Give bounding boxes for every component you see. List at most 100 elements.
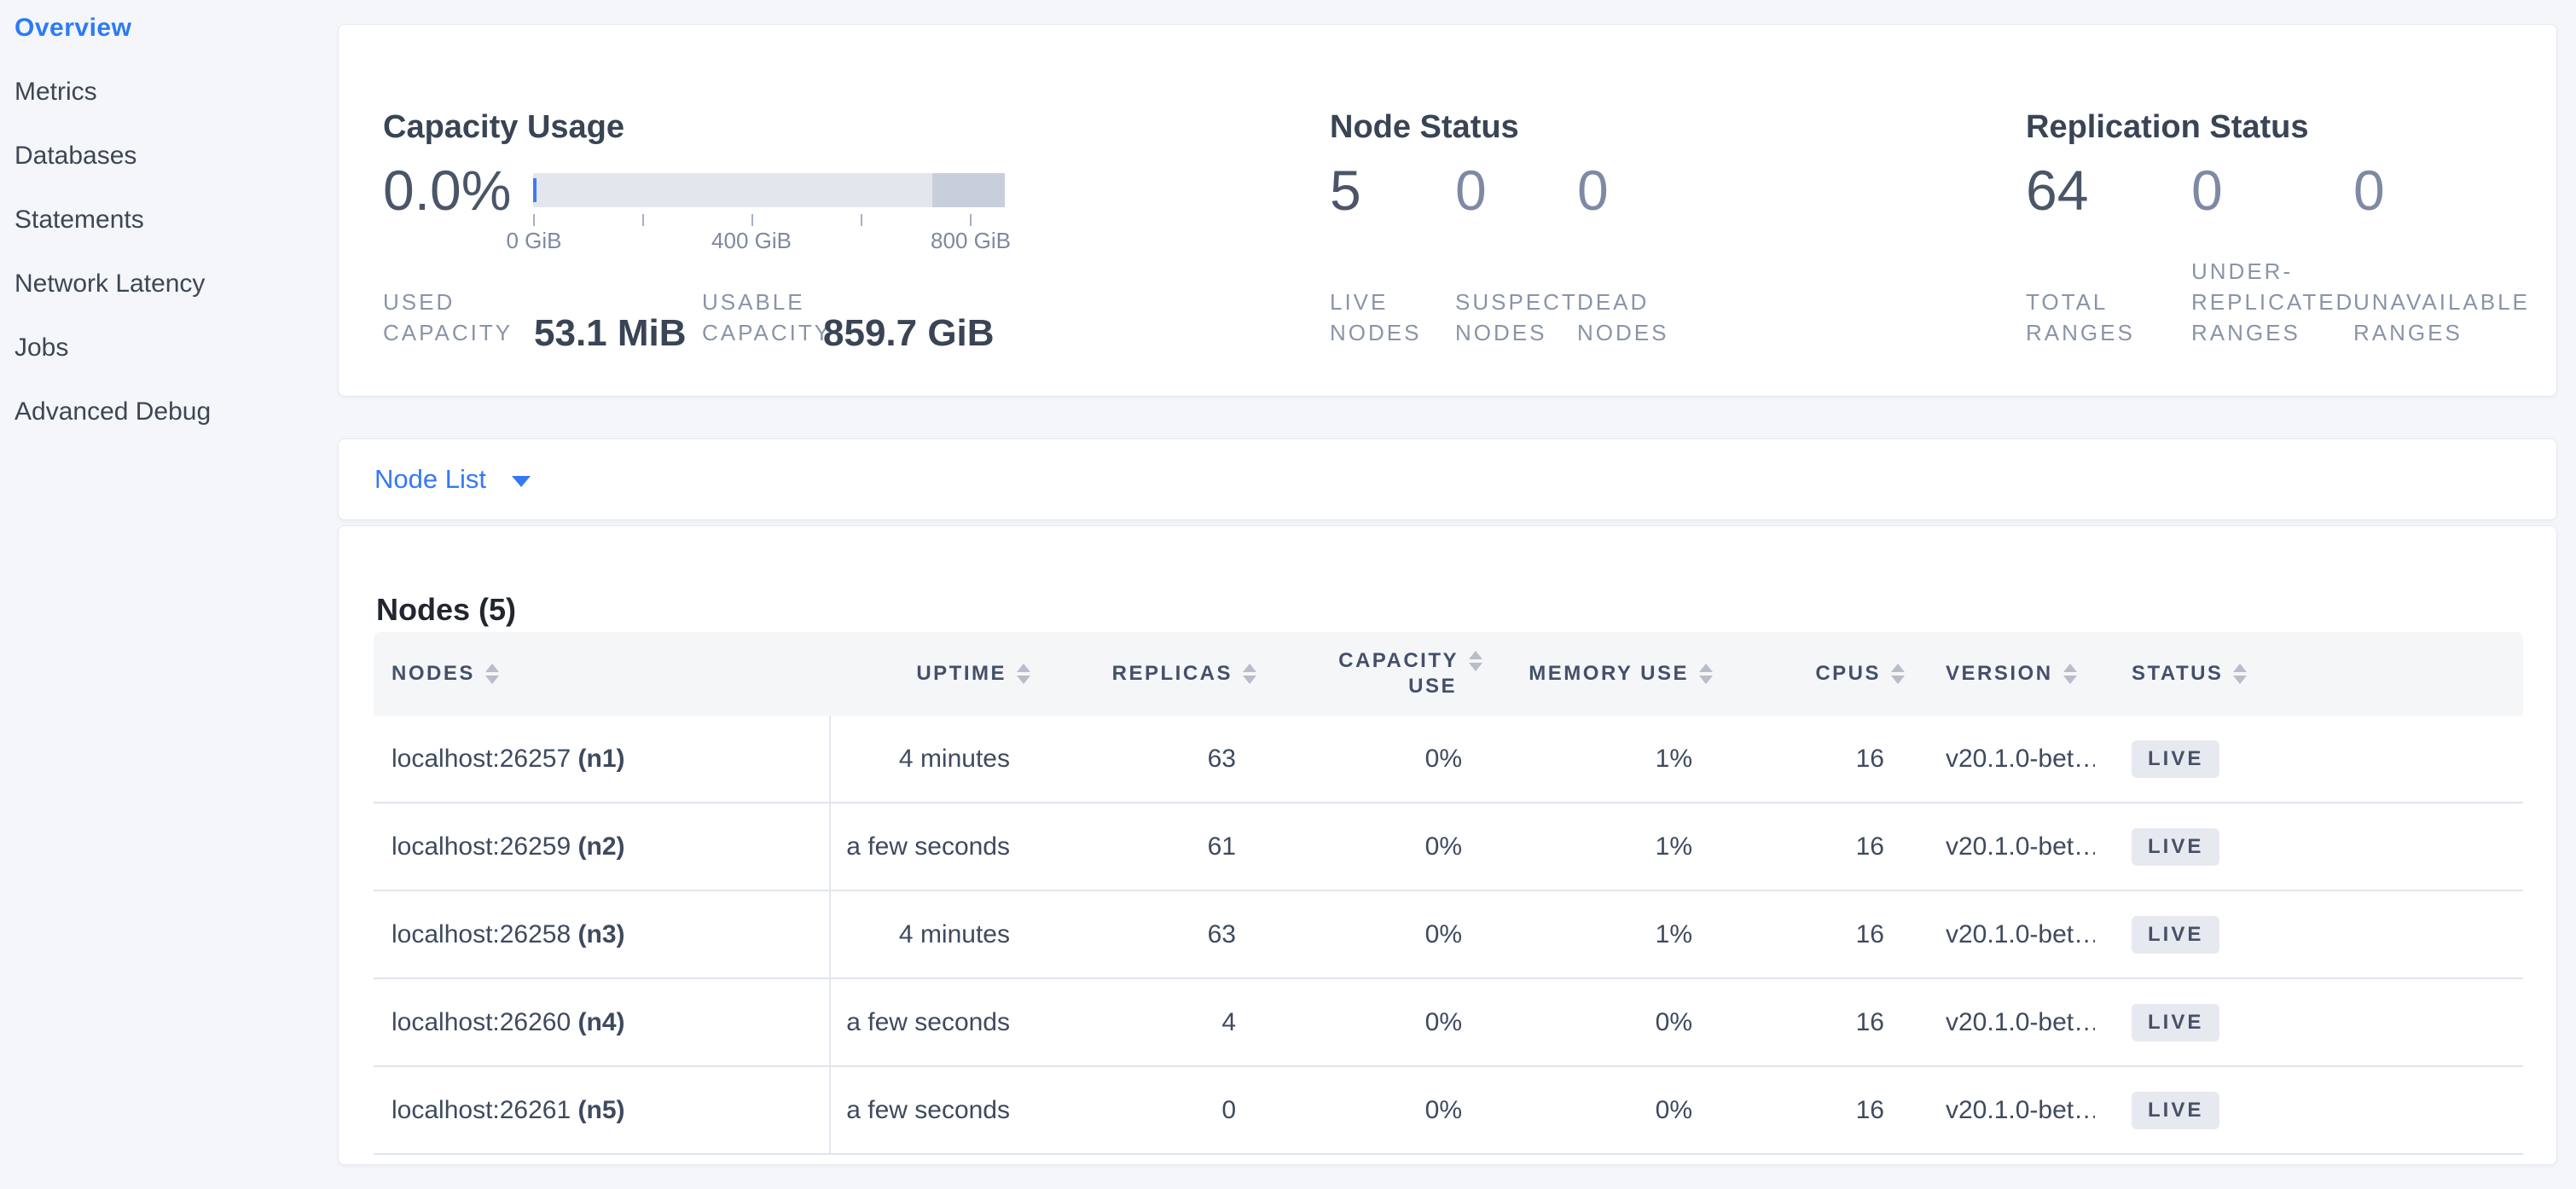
status-cell: LIVE [2095, 740, 2304, 778]
capacity-use-cell: 0% [1424, 744, 1462, 773]
replicas-cell: 63 [1207, 919, 1236, 948]
capacity-bar-chart [533, 173, 1005, 207]
status-badge: LIVE [2132, 915, 2220, 954]
table-row: localhost:26261 (n5) a few seconds 0 0% … [374, 1067, 2523, 1155]
status-badge: LIVE [2132, 740, 2220, 778]
uptime-cell: a few seconds [846, 1095, 1010, 1124]
chevron-down-icon [511, 475, 531, 487]
axis-tick [751, 214, 753, 226]
version-cell: v20.1.0-bet… [1946, 744, 2095, 773]
sidebar-item-network-latency[interactable]: Network Latency [15, 270, 206, 298]
suspect-nodes-count: 0 [1455, 159, 1487, 222]
column-header-uptime[interactable]: UPTIME [831, 662, 1037, 686]
uptime-cell: a few seconds [846, 832, 1010, 861]
table-row: localhost:26257 (n1) 4 minutes 63 0% 1% … [374, 716, 2523, 803]
capacity-bar-used-segment [533, 178, 537, 202]
node-list-dropdown[interactable]: Node List [374, 439, 531, 519]
under-replicated-ranges-label: UNDER- REPLICATED RANGES [2191, 258, 2355, 345]
total-ranges-count: 64 [2026, 159, 2089, 222]
column-header-memory-use[interactable]: MEMORY USE [1489, 662, 1720, 686]
table-row: localhost:26260 (n4) a few seconds 4 0% … [374, 979, 2523, 1067]
node-name-cell: localhost:26259 (n2) [374, 803, 831, 890]
used-capacity-label: USED CAPACITY [383, 289, 513, 345]
replicas-cell: 63 [1207, 744, 1236, 773]
view-selector-card: Node List [338, 438, 2557, 520]
sidebar-item-advanced-debug[interactable]: Advanced Debug [15, 397, 212, 426]
capacity-use-cell: 0% [1424, 832, 1462, 861]
status-badge: LIVE [2132, 1091, 2220, 1129]
nodes-table-header: NODES UPTIME REPLICAS CAPACITY USE [374, 632, 2523, 716]
usable-capacity-label: USABLE CAPACITY [702, 289, 833, 345]
node-status-title: Node Status [1330, 108, 1519, 145]
memory-use-cell: 1% [1655, 919, 1692, 948]
usable-capacity-value: 859.7 GiB [823, 312, 995, 354]
uptime-cell: 4 minutes [898, 919, 1010, 948]
capacity-used-percent: 0.0% [383, 159, 512, 222]
column-header-replicas[interactable]: REPLICAS [1037, 662, 1263, 686]
nodes-card: Nodes (5) NODES UPTIME REPLICAS CAPACITY [338, 525, 2557, 1165]
nodes-table: NODES UPTIME REPLICAS CAPACITY USE [374, 632, 2523, 1155]
status-badge: LIVE [2132, 1003, 2220, 1041]
axis-tick [861, 214, 862, 226]
status-cell: LIVE [2095, 1091, 2304, 1129]
cpus-cell: 16 [1855, 744, 1884, 773]
sidebar-item-overview[interactable]: Overview [15, 14, 132, 42]
cpus-cell: 16 [1855, 919, 1884, 948]
column-header-capacity-use[interactable]: CAPACITY USE [1263, 648, 1489, 699]
total-ranges-label: TOTAL RANGES [2026, 289, 2135, 345]
sort-icon [1243, 664, 1256, 684]
node-name-cell: localhost:26258 (n3) [374, 891, 831, 977]
replicas-cell: 0 [1221, 1095, 1236, 1124]
unavailable-ranges-label: UNAVAILABLE RANGES [2353, 289, 2530, 345]
status-cell: LIVE [2095, 915, 2304, 954]
sidebar-item-databases[interactable]: Databases [15, 142, 137, 170]
status-cell: LIVE [2095, 827, 2304, 866]
sort-icon [1469, 651, 1482, 671]
axis-tick [642, 214, 644, 226]
sort-icon [484, 664, 499, 684]
memory-use-cell: 0% [1655, 1007, 1692, 1036]
axis-tick-label: 400 GiB [711, 228, 792, 253]
axis-tick [970, 214, 972, 226]
sort-icon [1017, 664, 1030, 684]
uptime-cell: 4 minutes [898, 744, 1010, 773]
cpus-cell: 16 [1855, 1007, 1884, 1036]
column-header-nodes[interactable]: NODES [374, 662, 831, 686]
version-cell: v20.1.0-bet… [1946, 832, 2095, 861]
suspect-nodes-label: SUSPECT NODES [1455, 289, 1578, 345]
sidebar-item-jobs[interactable]: Jobs [15, 334, 69, 362]
node-name-cell: localhost:26260 (n4) [374, 979, 831, 1065]
replicas-cell: 61 [1207, 832, 1236, 861]
capacity-use-cell: 0% [1424, 919, 1462, 948]
memory-use-cell: 1% [1655, 832, 1692, 861]
cluster-summary-card: Capacity Usage 0.0% 0 GiB 400 GiB 800 Gi… [338, 24, 2557, 397]
sidebar-item-metrics[interactable]: Metrics [15, 78, 97, 106]
sidebar-item-statements[interactable]: Statements [15, 206, 144, 234]
version-cell: v20.1.0-bet… [1946, 1007, 2095, 1036]
sort-icon [2063, 664, 2077, 684]
uptime-cell: a few seconds [846, 1007, 1010, 1036]
used-capacity-value: 53.1 MiB [534, 312, 687, 354]
node-name-cell: localhost:26257 (n1) [374, 716, 831, 802]
dead-nodes-label: DEAD NODES [1577, 289, 1669, 345]
axis-tick-label: 800 GiB [931, 228, 1011, 253]
version-cell: v20.1.0-bet… [1946, 1095, 2095, 1124]
unavailable-ranges-count: 0 [2353, 159, 2385, 222]
column-header-status[interactable]: STATUS [2095, 662, 2304, 686]
status-cell: LIVE [2095, 1003, 2304, 1041]
nodes-heading: Nodes (5) [376, 591, 517, 627]
column-header-version[interactable]: VERSION [1912, 662, 2095, 686]
memory-use-cell: 0% [1655, 1095, 1692, 1124]
capacity-usage-title: Capacity Usage [383, 108, 625, 145]
version-cell: v20.1.0-bet… [1946, 919, 2095, 948]
node-list-dropdown-label: Node List [374, 464, 486, 494]
sort-icon [1891, 664, 1905, 684]
status-badge: LIVE [2132, 827, 2220, 866]
replication-status-title: Replication Status [2026, 108, 2309, 145]
memory-use-cell: 1% [1655, 744, 1692, 773]
column-header-cpus[interactable]: CPUS [1720, 662, 1912, 686]
capacity-bar-other-segment [932, 173, 1005, 207]
sort-icon [1699, 664, 1713, 684]
live-nodes-count: 5 [1330, 159, 1361, 222]
cpus-cell: 16 [1855, 832, 1884, 861]
